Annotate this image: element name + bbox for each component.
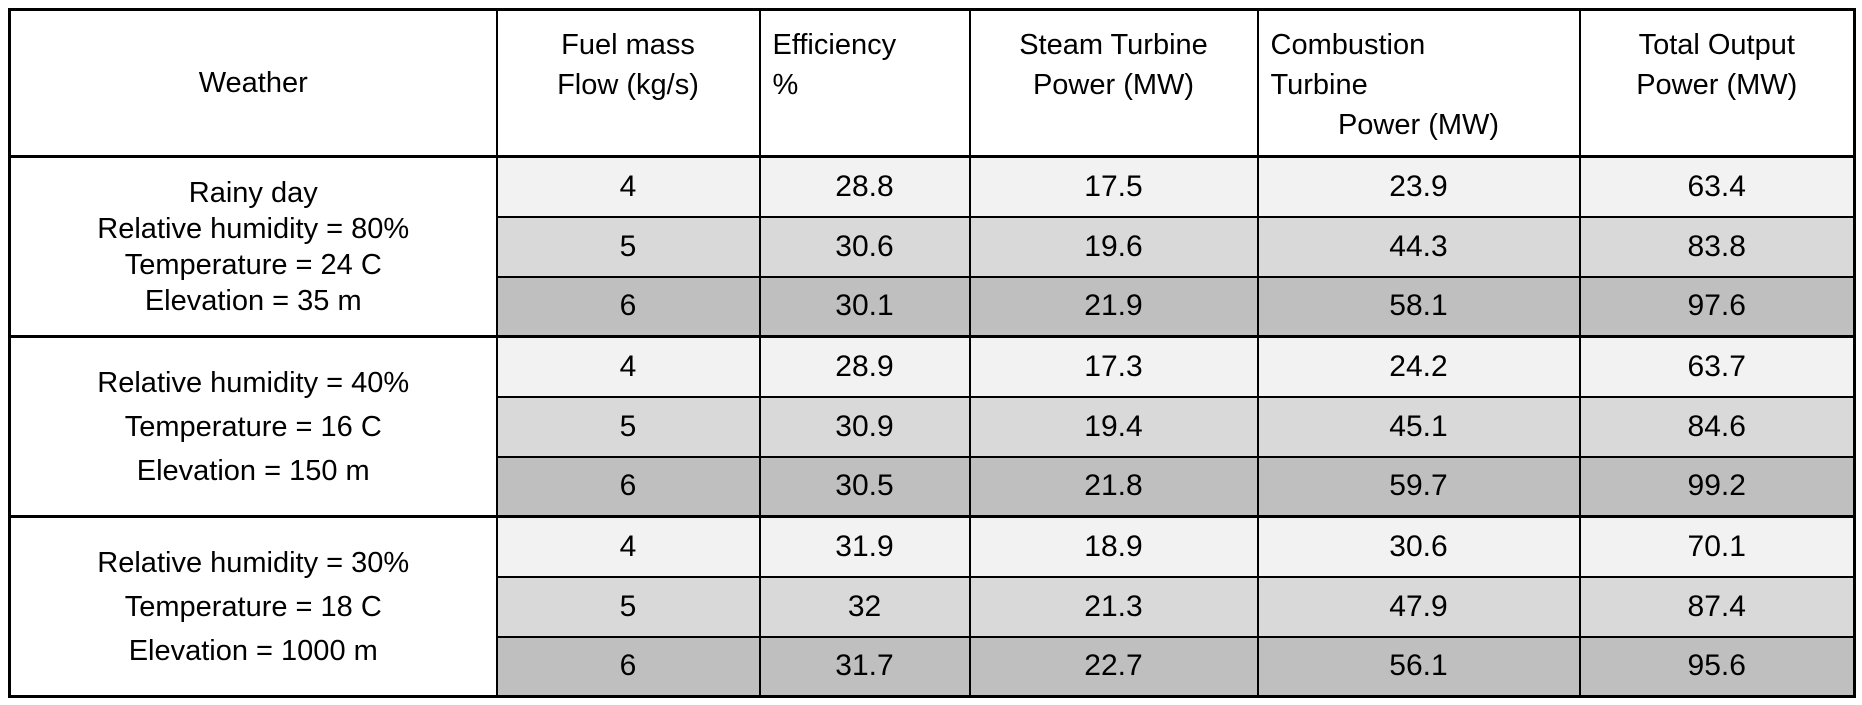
cell-total_output_power: 87.4: [1578, 575, 1856, 638]
cell-fuel_mass_flow: 4: [495, 155, 761, 218]
weather-condition-line: Rainy day: [188, 176, 318, 209]
weather-condition-line: Temperature = 16 C: [124, 410, 382, 443]
cell-steam_turbine_power: 21.3: [968, 575, 1259, 638]
weather-condition-cell: Relative humidity = 40% Temperature = 16 …: [8, 335, 498, 518]
cell-steam_turbine_power: 19.6: [968, 215, 1259, 278]
cell-efficiency: 30.9: [758, 395, 971, 458]
weather-condition-line: Relative humidity = 40%: [97, 366, 410, 399]
header-line: %: [772, 69, 799, 101]
header-line: Power (MW): [1636, 69, 1798, 101]
header-line: Combustion: [1270, 29, 1426, 61]
weather-condition-line: Temperature = 24 C: [124, 248, 382, 281]
weather-condition-cell: Rainy day Relative humidity = 80% Temperat…: [8, 155, 498, 338]
cell-total_output_power: 70.1: [1578, 515, 1856, 578]
table-row: Rainy day Relative humidity = 80% Temperat…: [8, 155, 1856, 338]
cell-efficiency: 30.5: [758, 455, 971, 518]
cell-combustion_turbine_power: 23.9: [1256, 155, 1581, 218]
cell-steam_turbine_power: 18.9: [968, 515, 1259, 578]
cell-combustion_turbine_power: 58.1: [1256, 275, 1581, 338]
cell-efficiency: 30.1: [758, 275, 971, 338]
column-header-total-output-power: Total Output Power (MW): [1578, 8, 1856, 158]
cell-efficiency: 32: [758, 575, 971, 638]
cell-combustion_turbine_power: 30.6: [1256, 515, 1581, 578]
cell-steam_turbine_power: 21.9: [968, 275, 1259, 338]
cell-steam_turbine_power: 19.4: [968, 395, 1259, 458]
table-row: Relative humidity = 30% Temperature = 18 …: [8, 515, 1856, 698]
header-line: Efficiency: [772, 29, 897, 61]
table-row: 5 30.9 19.4 45.1 84.6: [10, 395, 1856, 458]
cell-steam_turbine_power: 17.5: [968, 155, 1259, 218]
cell-total_output_power: 84.6: [1578, 395, 1856, 458]
header-line: Steam Turbine: [1019, 29, 1208, 61]
cell-efficiency: 30.6: [758, 215, 971, 278]
cell-total_output_power: 83.8: [1578, 215, 1856, 278]
cell-combustion_turbine_power: 47.9: [1256, 575, 1581, 638]
column-header-fuel-mass-flow: Fuel mass Flow (kg/s): [495, 8, 761, 158]
cell-combustion_turbine_power: 44.3: [1256, 215, 1581, 278]
header-line: Flow (kg/s): [557, 69, 699, 101]
header-line: Weather: [198, 67, 308, 99]
cell-fuel_mass_flow: 5: [495, 575, 761, 638]
table-row: Relative humidity = 40% Temperature = 16 …: [8, 335, 1856, 518]
table-row: 5 32 21.3 47.9 87.4: [10, 575, 1856, 638]
cell-combustion_turbine_power: 45.1: [1256, 395, 1581, 458]
cell-fuel_mass_flow: 6: [495, 635, 761, 698]
cell-fuel_mass_flow: 4: [495, 335, 761, 398]
cell-efficiency: 31.9: [758, 515, 971, 578]
cell-fuel_mass_flow: 5: [495, 215, 761, 278]
cell-fuel_mass_flow: 4: [495, 515, 761, 578]
cell-combustion_turbine_power: 59.7: [1256, 455, 1581, 518]
table-row: 6 31.7 22.7 56.1 95.6: [10, 635, 1856, 698]
header-line: Power (MW): [1337, 109, 1500, 141]
cell-steam_turbine_power: 22.7: [968, 635, 1259, 698]
table-row: 5 30.6 19.6 44.3 83.8: [10, 215, 1856, 278]
table-row: 6 30.5 21.8 59.7 99.2: [10, 455, 1856, 518]
column-header-weather: Weather: [8, 8, 498, 158]
weather-condition-line: Relative humidity = 30%: [97, 546, 410, 579]
header-line: Total Output: [1638, 29, 1795, 61]
cell-fuel_mass_flow: 5: [495, 395, 761, 458]
cell-steam_turbine_power: 17.3: [968, 335, 1259, 398]
header-line: Power (MW): [1032, 69, 1195, 101]
cell-combustion_turbine_power: 24.2: [1256, 335, 1581, 398]
cell-efficiency: 31.7: [758, 635, 971, 698]
cell-total_output_power: 63.4: [1578, 155, 1856, 218]
weather-condition-line: Elevation = 150 m: [136, 454, 370, 487]
cell-total_output_power: 97.6: [1578, 275, 1856, 338]
cell-fuel_mass_flow: 6: [495, 455, 761, 518]
cell-total_output_power: 95.6: [1578, 635, 1856, 698]
weather-condition-line: Elevation = 35 m: [144, 284, 362, 317]
header-row: Weather Fuel mass Flow (kg/s) Efficiency…: [8, 8, 1856, 158]
cell-efficiency: 28.8: [758, 155, 971, 218]
cell-fuel_mass_flow: 6: [495, 275, 761, 338]
cell-combustion_turbine_power: 56.1: [1256, 635, 1581, 698]
cell-total_output_power: 99.2: [1578, 455, 1856, 518]
header-line: Fuel mass: [561, 29, 695, 61]
cell-total_output_power: 63.7: [1578, 335, 1856, 398]
column-header-efficiency: Efficiency %: [758, 8, 971, 158]
cell-steam_turbine_power: 21.8: [968, 455, 1259, 518]
table-row: 6 30.1 21.9 58.1 97.6: [10, 275, 1856, 338]
header-line: Turbine: [1270, 69, 1368, 101]
weather-performance-table: Weather Fuel mass Flow (kg/s) Efficiency…: [8, 8, 1856, 698]
column-header-combustion-turbine-power: Combustion Turbine Power (MW): [1256, 8, 1581, 158]
table-header: Weather Fuel mass Flow (kg/s) Efficiency…: [8, 8, 1856, 158]
weather-condition-line: Elevation = 1000 m: [128, 634, 378, 667]
weather-condition-line: Temperature = 18 C: [124, 590, 382, 623]
column-header-steam-turbine-power: Steam Turbine Power (MW): [968, 8, 1259, 158]
cell-efficiency: 28.9: [758, 335, 971, 398]
table-body: Rainy day Relative humidity = 80% Temperat…: [8, 155, 1856, 698]
weather-condition-cell: Relative humidity = 30% Temperature = 18 …: [8, 515, 498, 698]
weather-condition-line: Relative humidity = 80%: [97, 212, 410, 245]
